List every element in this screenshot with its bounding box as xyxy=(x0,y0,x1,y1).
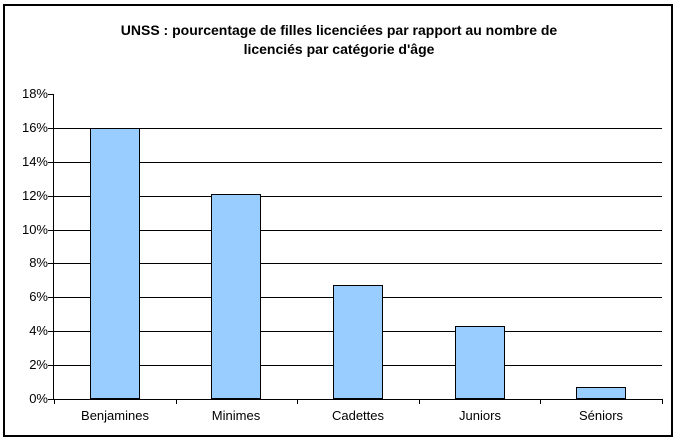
y-tick-label: 12% xyxy=(21,188,48,203)
y-tick-label: 0% xyxy=(29,391,48,406)
gridline-8-percent xyxy=(54,263,662,264)
x-axis-line xyxy=(53,399,662,400)
gridline-12-percent xyxy=(54,196,662,197)
chart-title: UNSS : pourcentage de filles licenciées … xyxy=(0,21,678,59)
category-label-cadettes: Cadettes xyxy=(331,408,385,423)
x-axis-tick xyxy=(662,399,663,404)
y-axis-tick xyxy=(48,365,54,366)
y-axis-tick xyxy=(48,196,54,197)
category-label-benjamines: Benjamines xyxy=(81,408,149,423)
chart-title-line-1: UNSS : pourcentage de filles licenciées … xyxy=(120,22,558,38)
y-axis-tick xyxy=(48,128,54,129)
y-axis-tick xyxy=(48,297,54,298)
gridline-16-percent xyxy=(54,128,662,129)
y-tick-label: 14% xyxy=(21,154,48,169)
bar-juniors xyxy=(455,326,505,399)
bar-minimes xyxy=(211,194,261,399)
gridline-14-percent xyxy=(54,162,662,163)
x-axis-tick xyxy=(419,399,420,404)
y-tick-label: 16% xyxy=(21,120,48,135)
y-tick-label: 8% xyxy=(29,255,48,270)
y-tick-label: 18% xyxy=(21,86,48,101)
y-axis-tick xyxy=(48,331,54,332)
y-tick-label: 10% xyxy=(21,222,48,237)
category-label-minimes: Minimes xyxy=(211,408,261,423)
gridline-10-percent xyxy=(54,230,662,231)
category-label-juniors: Juniors xyxy=(459,408,501,423)
y-axis-tick xyxy=(48,399,54,400)
x-axis-tick xyxy=(540,399,541,404)
chart-title-line-2: licenciés par catégorie d'âge xyxy=(243,41,435,57)
x-axis-tick xyxy=(176,399,177,404)
y-tick-label: 4% xyxy=(29,323,48,338)
category-label-séniors: Séniors xyxy=(578,408,624,423)
x-axis-tick xyxy=(54,399,55,404)
chart-frame xyxy=(3,4,673,437)
y-axis-tick xyxy=(48,162,54,163)
y-axis-tick xyxy=(48,230,54,231)
bar-cadettes xyxy=(333,285,383,399)
y-axis-line xyxy=(53,94,54,400)
bar-séniors xyxy=(576,387,626,399)
bar-benjamines xyxy=(90,128,140,399)
x-axis-tick xyxy=(297,399,298,404)
y-tick-label: 6% xyxy=(29,289,48,304)
y-axis-tick xyxy=(48,94,54,95)
y-axis-tick xyxy=(48,263,54,264)
y-tick-label: 2% xyxy=(29,357,48,372)
